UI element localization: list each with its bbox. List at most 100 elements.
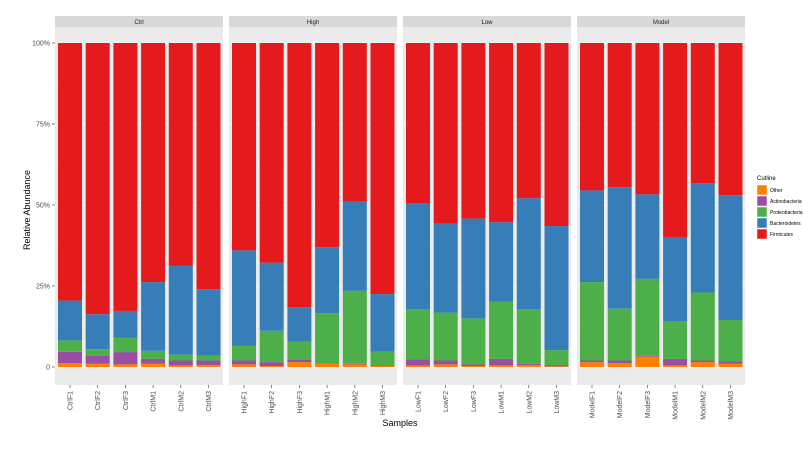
y-axis: 0 25% 50% 75% 100%: [32, 41, 55, 372]
bar-segment-highf2-proteobacteria: [259, 330, 284, 363]
bar-segment-ctrlf3-other: [113, 364, 138, 367]
bar-segment-highf2-firmicutes: [259, 43, 284, 263]
x-tick-label: HighM2: [352, 391, 359, 415]
legend-swatch-other: [756, 184, 768, 196]
bar-segment-highm2-firmicutes: [342, 43, 367, 202]
x-tick-label: CtrlM1: [151, 391, 158, 412]
x-tick-label: ModelF3: [645, 391, 652, 418]
bar-segment-modelm2-proteobacteria: [690, 292, 715, 361]
bar-segment-highm2-actinobacteria: [342, 363, 367, 365]
bar-segment-ctrlf2-bacteroidetes: [85, 314, 110, 350]
bar-segment-highm1-actinobacteria: [315, 363, 340, 364]
bar-segment-ctrlm1-bacteroidetes: [141, 282, 166, 351]
bar-segment-lowf1-actinobacteria: [406, 359, 430, 366]
x-tick-label: ModelF1: [590, 391, 597, 418]
x-tick-label: LowF1: [416, 391, 423, 412]
facet-strip: [55, 16, 223, 27]
bar-segment-lowf2-proteobacteria: [433, 312, 458, 361]
bar-segment-ctrlm3-bacteroidetes: [196, 289, 221, 356]
bar-segment-ctrlf1-actinobacteria: [58, 351, 82, 364]
bar-segment-highm2-bacteroidetes: [342, 201, 367, 291]
facet-strip-label: Low: [481, 20, 493, 26]
x-tick-label: CtrlM3: [206, 391, 213, 412]
bar-segment-modelm2-firmicutes: [690, 43, 715, 184]
bar-segment-ctrlf3-firmicutes: [113, 43, 138, 311]
bar-segment-ctrlf2-other: [85, 363, 110, 367]
bar-segment-lowm1-proteobacteria: [489, 301, 514, 359]
bar-segment-lowf2-actinobacteria: [433, 360, 458, 365]
bar-segment-lowm1-actinobacteria: [489, 358, 514, 366]
bar-segment-highf3-actinobacteria: [287, 359, 312, 363]
bar-segment-ctrlm1-actinobacteria: [141, 358, 166, 364]
bar-segment-highm3-actinobacteria: [370, 365, 395, 367]
bar-segment-ctrlm1-other: [141, 363, 166, 367]
bar-segment-lowm3-firmicutes: [544, 43, 569, 227]
x-tick-label: HighF3: [297, 391, 304, 414]
legend-swatch-proteobacteria: [756, 206, 768, 218]
facet-strip-label: Model: [653, 20, 669, 26]
bar-segment-highm1-proteobacteria: [315, 313, 340, 364]
bar-segment-ctrlm3-firmicutes: [196, 43, 221, 290]
x-tick-label: CtrlF3: [123, 391, 130, 410]
bar-segment-modelm3-actinobacteria: [718, 361, 743, 364]
facet-strip: [403, 16, 571, 27]
facet-panel-model: Model ModelF1 ModelF2 ModelF3 ModelM1 ModelM2…: [577, 16, 745, 420]
bar-segment-ctrlf1-bacteroidetes: [58, 300, 82, 341]
legend-swatch-bacteroidetes: [756, 217, 768, 229]
bar-segment-lowm1-firmicutes: [489, 43, 514, 223]
bar-segment-ctrlf3-proteobacteria: [113, 337, 138, 353]
bar-segment-ctrlm2-bacteroidetes: [168, 265, 193, 355]
y-tick-label: 50%: [36, 203, 50, 210]
bar-segment-modelm2-actinobacteria: [690, 360, 715, 363]
bar-segment-highm1-bacteroidetes: [315, 247, 340, 314]
bar-segment-modelm3-proteobacteria: [718, 320, 743, 362]
legend-label-other: Other: [770, 188, 783, 194]
bar-segment-modelf1-bacteroidetes: [580, 190, 604, 283]
bar-segment-lowf3-firmicutes: [461, 43, 486, 219]
bar-segment-modelf2-firmicutes: [607, 43, 632, 188]
bar-segment-ctrlf2-actinobacteria: [85, 355, 110, 364]
x-tick-label: ModelM2: [700, 391, 707, 420]
legend-swatch-actinobacteria: [756, 195, 768, 207]
bar-segment-modelf3-actinobacteria: [635, 355, 660, 357]
bar-segment-lowm3-actinobacteria: [544, 365, 569, 367]
x-tick-label: LowM2: [526, 391, 533, 414]
legend-title: Cutline: [757, 176, 776, 182]
facet-strip: [577, 16, 745, 27]
bar-segment-lowm1-bacteroidetes: [489, 222, 514, 302]
legend-label-bacteroidetes: Bacteroidetes: [770, 221, 801, 227]
bar-segment-highf1-bacteroidetes: [232, 250, 256, 346]
x-tick-label: HighF2: [269, 391, 276, 414]
panel-background: [55, 27, 223, 385]
bar-segment-ctrlm2-actinobacteria: [168, 360, 193, 366]
bar-segment-modelm1-actinobacteria: [663, 358, 688, 366]
x-tick-label: ModelF2: [617, 391, 624, 418]
legend-label-proteobacteria: Proteobacteria: [770, 210, 803, 216]
bar-segment-highm3-bacteroidetes: [370, 294, 395, 352]
facet-panels: Ctrl CtrlF1 CtrlF2 CtrlF3 CtrlM1 CtrlM2 CtrlM3…: [55, 16, 745, 420]
bar-segment-modelf1-proteobacteria: [580, 282, 604, 361]
x-tick-label: ModelM3: [728, 391, 735, 420]
bar-segment-ctrlm2-firmicutes: [168, 43, 193, 266]
bar-segment-modelm1-proteobacteria: [663, 320, 688, 359]
bar-segment-ctrlm2-proteobacteria: [168, 354, 193, 361]
x-tick-label: LowF2: [443, 391, 450, 412]
bar-segment-lowf3-actinobacteria: [461, 364, 486, 367]
x-tick-label: LowF3: [471, 391, 478, 412]
bar-segment-highm2-proteobacteria: [342, 290, 367, 364]
facet-panel-ctrl: Ctrl CtrlF1 CtrlF2 CtrlF3 CtrlM1 CtrlM2 CtrlM3: [55, 16, 223, 412]
bar-segment-modelf1-firmicutes: [580, 43, 604, 191]
x-tick-label: HighF1: [242, 391, 249, 414]
bar-segment-ctrlm1-firmicutes: [141, 43, 166, 283]
bar-segment-lowm1-other: [489, 365, 514, 367]
bar-segment-lowm2-actinobacteria: [516, 363, 541, 366]
legend: Cutline Other Actinobacteria Proteobacteri…: [756, 176, 803, 240]
bar-segment-highf3-bacteroidetes: [287, 307, 312, 342]
bar-segment-modelf3-other: [635, 356, 660, 367]
bar-segment-lowm3-bacteroidetes: [544, 226, 569, 351]
bar-segment-modelf2-actinobacteria: [607, 360, 632, 364]
facet-strip: [229, 16, 397, 27]
x-tick-label: CtrlM2: [178, 391, 185, 412]
facet-strip-label: Ctrl: [134, 20, 143, 26]
